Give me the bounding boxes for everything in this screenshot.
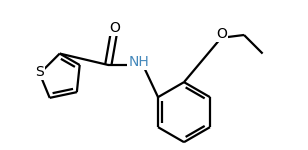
Text: O: O [110, 21, 120, 35]
Text: S: S [35, 65, 44, 80]
Text: O: O [216, 27, 227, 41]
Text: NH: NH [128, 55, 149, 69]
